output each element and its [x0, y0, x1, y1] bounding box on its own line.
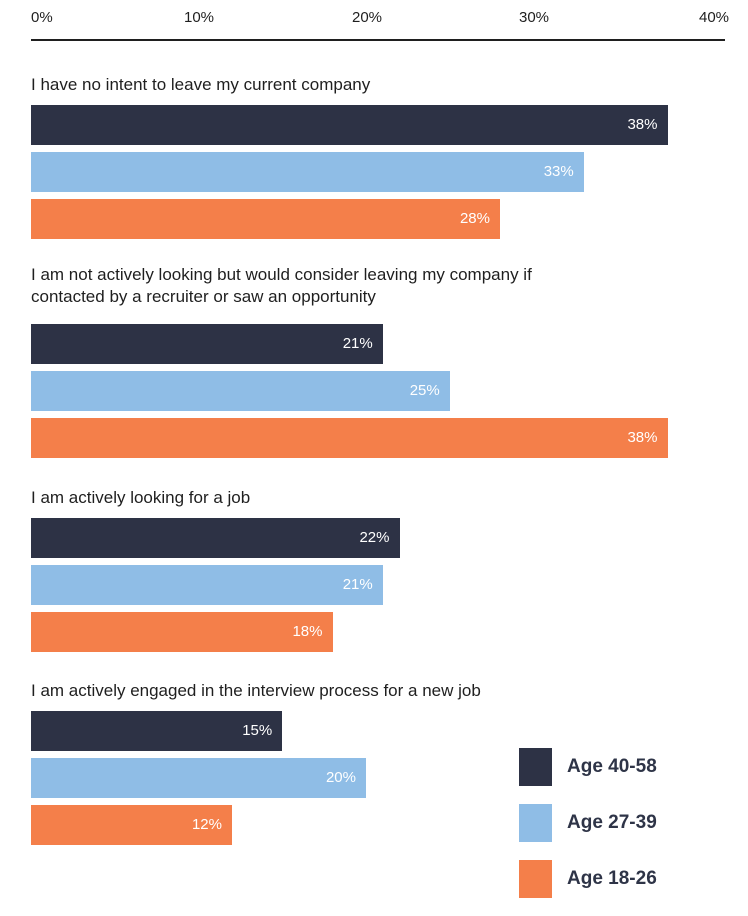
bar: 18% [31, 612, 333, 652]
bar: 33% [31, 152, 584, 192]
x-tick-label: 10% [184, 9, 215, 26]
legend-label: Age 27-39 [567, 812, 657, 833]
x-axis-line [31, 39, 725, 41]
x-tick-label: 30% [519, 9, 550, 26]
x-tick-label: 40% [699, 9, 730, 26]
bar: 20% [31, 758, 366, 798]
bar-value-label: 25% [409, 382, 440, 399]
bar-value-label: 28% [459, 210, 490, 227]
bar: 38% [31, 105, 668, 145]
bar-value-label: 20% [325, 769, 356, 786]
bar: 15% [31, 711, 283, 751]
bar-value-label: 22% [359, 529, 390, 546]
x-tick-label: 0% [31, 9, 53, 26]
bar-value-label: 18% [292, 623, 323, 640]
bar-value-label: 15% [242, 722, 273, 739]
bar-value-label: 21% [342, 576, 373, 593]
legend-label: Age 18-26 [567, 868, 657, 889]
bar: 21% [31, 324, 383, 364]
category-label: I am actively looking for a job [31, 488, 251, 507]
x-tick-label: 20% [352, 9, 383, 26]
category-label: I am not actively looking but would cons… [31, 265, 532, 306]
bar: 25% [31, 371, 450, 411]
legend-swatch [519, 748, 552, 786]
bar-value-label: 38% [627, 116, 658, 133]
bar: 38% [31, 418, 668, 458]
bar-value-label: 21% [342, 335, 373, 352]
legend-swatch [519, 860, 552, 898]
category-label: I have no intent to leave my current com… [31, 75, 371, 94]
bar-value-label: 33% [543, 163, 574, 180]
bar: 22% [31, 518, 400, 558]
bar-value-label: 12% [191, 816, 222, 833]
bar: 28% [31, 199, 500, 239]
chart: 0% 10% 20% 30% 40% I have no intent to leave… [31, 9, 730, 898]
legend-swatch [519, 804, 552, 842]
bar-value-label: 38% [627, 429, 658, 446]
category-label: I am actively engaged in the interview p… [31, 681, 481, 700]
bar: 12% [31, 805, 232, 845]
legend-label: Age 40-58 [567, 756, 657, 777]
bar: 21% [31, 565, 383, 605]
